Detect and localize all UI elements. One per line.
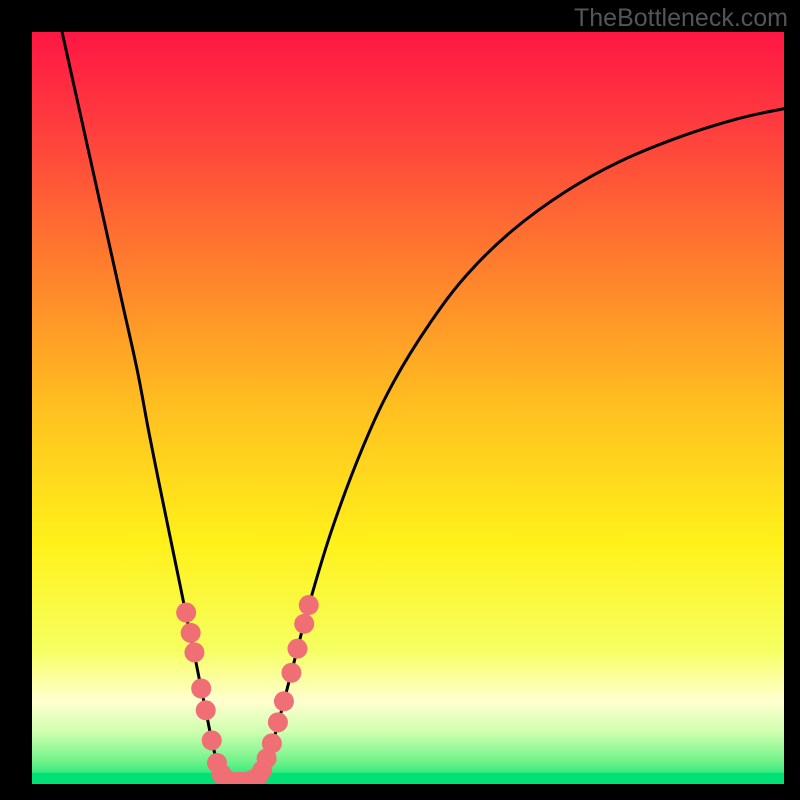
- data-marker: [268, 712, 288, 732]
- data-marker: [181, 623, 201, 643]
- data-marker: [176, 603, 196, 623]
- data-marker: [287, 639, 307, 659]
- data-marker: [191, 679, 211, 699]
- plot-area: [32, 32, 784, 784]
- data-marker: [294, 614, 314, 634]
- data-marker: [262, 733, 282, 753]
- data-marker: [299, 595, 319, 615]
- data-marker: [281, 663, 301, 683]
- data-marker: [202, 730, 222, 750]
- data-marker: [184, 642, 204, 662]
- bottleneck-curve: [62, 32, 784, 783]
- watermark-text: TheBottleneck.com: [574, 4, 788, 33]
- plot-svg: [32, 32, 784, 784]
- data-marker: [274, 691, 294, 711]
- floor-band: [32, 773, 784, 784]
- chart-root: TheBottleneck.com: [0, 0, 800, 800]
- data-marker: [196, 700, 216, 720]
